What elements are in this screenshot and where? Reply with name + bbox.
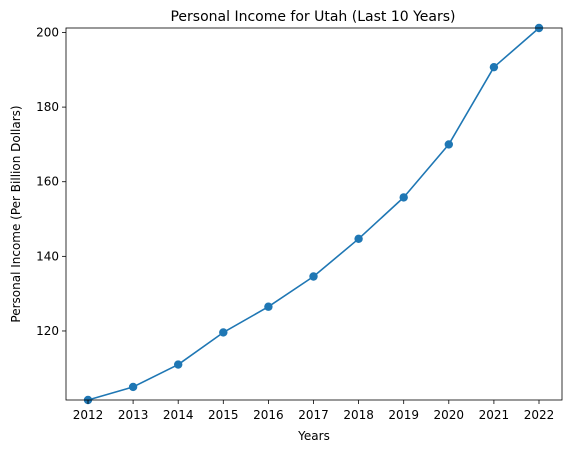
x-tick-label: 2021 — [479, 408, 510, 422]
plot-area — [83, 23, 544, 405]
x-tick-label: 2019 — [388, 408, 419, 422]
data-point — [264, 302, 273, 311]
y-axis-title: Personal Income (Per Billion Dollars) — [9, 105, 23, 322]
data-point — [489, 62, 499, 72]
data-point — [128, 382, 138, 392]
x-tick-label: 2014 — [163, 408, 194, 422]
x-tick-label: 2012 — [73, 408, 104, 422]
data-point — [354, 234, 363, 244]
plot-frame — [65, 27, 563, 401]
data-point — [399, 193, 408, 202]
x-tick-label: 2017 — [298, 408, 329, 422]
y-tick-label: 180 — [36, 100, 59, 114]
x-tick-label: 2013 — [118, 408, 149, 422]
x-axis: 2012 2013 2014 2015 2016 2017 2018 2019 2020 2021… — [73, 400, 555, 422]
y-tick-label: 200 — [36, 25, 59, 39]
x-tick-label: 2015 — [208, 408, 239, 422]
data-point — [174, 360, 183, 369]
x-tick-label: 2016 — [253, 408, 284, 422]
data-point — [444, 140, 453, 149]
data-point — [219, 328, 228, 337]
x-axis-title: Years — [297, 429, 330, 443]
x-tick-label: 2020 — [434, 408, 465, 422]
x-tick-label: 2022 — [524, 408, 555, 422]
data-point — [309, 272, 318, 281]
x-tick-label: 2018 — [343, 408, 374, 422]
y-tick-label: 120 — [36, 324, 59, 338]
y-tick-label: 160 — [36, 175, 59, 189]
chart-title: Personal Income for Utah (Last 10 Years) — [170, 9, 455, 25]
y-tick-label: 140 — [36, 249, 59, 263]
y-axis: 120 140 160 180 200 — [36, 25, 66, 338]
